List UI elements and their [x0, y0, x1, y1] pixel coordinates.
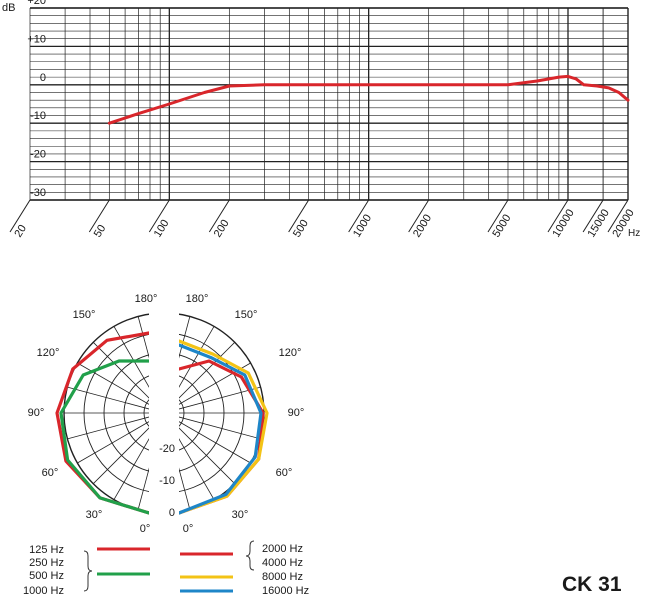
y-unit-label: dB — [2, 2, 15, 14]
legend-label: 250 Hz — [29, 557, 64, 569]
frequency-response-chart: dB +20 +10 0 -10 -20 -30 20 50 100 200 500 1000 200… — [2, 0, 640, 240]
fr-x-tick-label: 5000 — [490, 212, 513, 239]
legend-right-labels: 2000 Hz 4000 Hz 8000 Hz 16000 Hz — [262, 543, 309, 597]
polar-spoke — [67, 414, 157, 440]
fr-response-curve — [107, 74, 630, 125]
polar-curve — [177, 343, 263, 515]
fr-x-tick-mark — [348, 199, 370, 233]
legend-label: 8000 Hz — [262, 571, 303, 583]
polar-curve — [59, 359, 151, 515]
fr-x-tick-label: 200 — [212, 218, 232, 240]
polar-left-angle-labels: 180° 150° 120° 90° 60° 30° 0° — [28, 293, 158, 535]
fr-y-tick-label: +10 — [27, 33, 46, 45]
polar-spoke — [77, 416, 158, 464]
polar-spoke — [169, 418, 235, 484]
polar-angle-label: 60° — [42, 467, 59, 479]
polar-angle-label: 180° — [186, 293, 209, 305]
polar-pattern-chart: 180° 150° 120° 90° 60° 30° 0° 180° 150° 120° 90° 6… — [28, 288, 305, 535]
polar-angle-label: 30° — [232, 509, 249, 521]
fr-x-tick-label: 2000 — [411, 212, 434, 239]
polar-spoke — [93, 342, 159, 408]
fr-x-tick-label: 100 — [152, 218, 172, 240]
polar-db-label: -20 — [159, 443, 175, 455]
polar-angle-label: 0° — [183, 523, 194, 535]
fr-x-tick-mark — [582, 199, 604, 233]
polar-angle-label: 90° — [28, 407, 45, 419]
polar-angle-label: 0° — [140, 523, 151, 535]
polar-spoke — [67, 386, 157, 412]
polar-spoke — [170, 362, 251, 410]
fr-x-tick-mark — [547, 199, 569, 233]
legend-label: 4000 Hz — [262, 557, 303, 569]
polar-angle-label: 30° — [86, 509, 103, 521]
legend-label: 500 Hz — [29, 570, 64, 582]
fr-x-tick-label: 1000 — [351, 212, 374, 239]
fr-grid — [29, 7, 629, 201]
polar-db-labels: -20 -10 0 — [159, 443, 175, 519]
legend-label: 1000 Hz — [23, 585, 64, 597]
polar-angle-label: 60° — [276, 467, 293, 479]
polar-center-gap — [149, 288, 179, 528]
fr-x-tick-mark — [408, 199, 430, 233]
fr-y-tick-label: +20 — [27, 0, 46, 7]
polar-angle-label: 120° — [279, 347, 302, 359]
x-unit-label: Hz — [628, 228, 640, 239]
polar-spoke — [169, 342, 235, 408]
legend-left-brace — [83, 550, 93, 592]
fr-y-tick-label: -20 — [30, 149, 46, 161]
polar-angle-label: 150° — [73, 309, 96, 321]
polar-spoke — [170, 416, 251, 464]
polar-angle-label: 90° — [288, 407, 305, 419]
polar-angle-label: 150° — [235, 309, 258, 321]
fr-x-tick-label: 20 — [12, 223, 29, 240]
polar-spoke — [77, 362, 158, 410]
fr-x-tick-label: 50 — [92, 223, 109, 240]
legend-label: 125 Hz — [29, 544, 64, 556]
polar-spoke — [93, 418, 159, 484]
polar-db-label: -10 — [159, 475, 175, 487]
polar-db-label: 0 — [169, 507, 175, 519]
fr-x-tick-mark — [487, 199, 509, 233]
polar-spoke — [171, 414, 261, 440]
fr-y-tick-label: 0 — [40, 72, 46, 84]
legend-right-brace — [245, 540, 255, 571]
legend-label: 16000 Hz — [262, 585, 309, 597]
fr-x-tick-mark — [288, 199, 310, 233]
polar-angle-label: 120° — [37, 347, 60, 359]
fr-x-tick-label: 15000 — [585, 207, 611, 239]
polar-curve — [177, 339, 269, 515]
polar-angle-label: 180° — [135, 293, 158, 305]
polar-spoke — [171, 386, 261, 412]
fr-x-tick-mark — [607, 199, 629, 233]
fr-x-tick-mark — [9, 199, 31, 233]
model-name: CK 31 — [562, 573, 622, 596]
polar-curves — [55, 331, 269, 515]
legend-label: 2000 Hz — [262, 543, 303, 555]
polar-right-angle-labels: 180° 150° 120° 90° 60° 30° 0° — [183, 293, 305, 535]
fr-y-tick-labels: +20 +10 0 -10 -20 -30 — [27, 0, 46, 199]
fr-y-tick-label: -30 — [30, 187, 46, 199]
fr-y-tick-label: -10 — [30, 110, 46, 122]
fr-x-tick-mark — [208, 199, 230, 233]
fr-x-tick-label: 10000 — [550, 207, 576, 239]
fr-x-tick-mark — [88, 199, 110, 233]
fr-x-tick-mark — [148, 199, 170, 233]
fr-x-tick-label: 500 — [291, 218, 311, 240]
